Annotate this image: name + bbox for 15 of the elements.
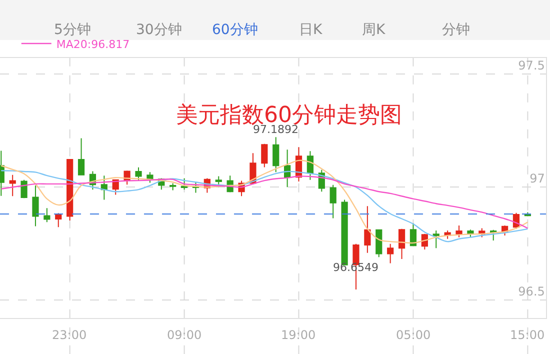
y-tick-label: 97 (530, 172, 545, 186)
text: 日K (299, 22, 323, 38)
x-tick-label: 23:00 (52, 328, 87, 342)
text: 5分钟 (54, 22, 91, 38)
x-tick-label: 05:00 (396, 328, 431, 342)
text: 30分钟 (136, 22, 182, 38)
x-tick-label: 19:00 (281, 328, 316, 342)
y-tick-label: 96.5 (518, 284, 545, 299)
y-tick-label: 97.5 (518, 58, 545, 73)
x-tick-label: 15:00 (510, 328, 545, 342)
text: 60分钟 (212, 22, 258, 38)
legend-label: MA20:96.817 (56, 38, 130, 51)
x-tick-label: 09:00 (167, 328, 202, 342)
text: 周K (362, 22, 386, 38)
text: 分钟 (442, 22, 470, 38)
